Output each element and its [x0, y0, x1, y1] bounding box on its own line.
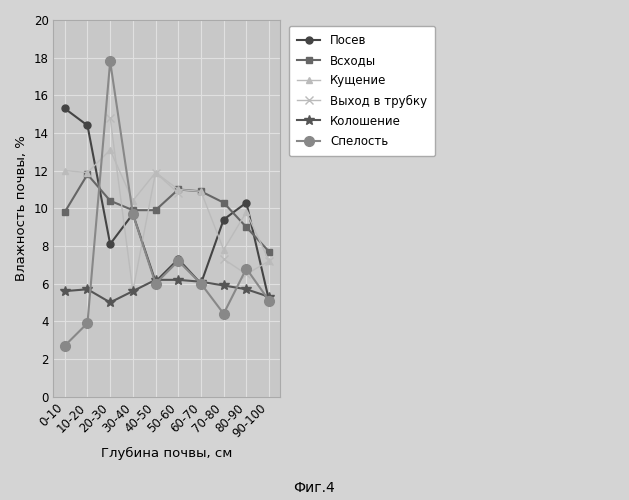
Посев	[106, 241, 114, 247]
Кущение	[220, 246, 228, 252]
Посев	[243, 200, 250, 205]
Y-axis label: Влажность почвы, %: Влажность почвы, %	[15, 136, 28, 281]
Колошение	[197, 278, 204, 284]
Колошение	[129, 288, 136, 294]
Всходы	[197, 188, 204, 194]
Посев	[152, 278, 159, 284]
Line: Кущение: Кущение	[61, 146, 272, 264]
Выход в трубку	[243, 271, 250, 277]
Посев	[174, 256, 182, 262]
Спелость	[197, 280, 204, 286]
Кущение	[265, 258, 273, 264]
Выход в трубку	[129, 288, 136, 294]
Посев	[197, 280, 204, 286]
Всходы	[220, 200, 228, 205]
Посев	[265, 298, 273, 304]
Всходы	[174, 186, 182, 192]
Line: Выход в трубку: Выход в трубку	[106, 114, 273, 296]
Колошение	[243, 286, 250, 292]
Спелость	[243, 266, 250, 272]
Колошение	[84, 286, 91, 292]
Кущение	[61, 168, 69, 173]
Спелость	[220, 310, 228, 316]
Посев	[129, 211, 136, 217]
Кущение	[129, 198, 136, 204]
Спелость	[129, 211, 136, 217]
Спелость	[106, 58, 114, 64]
Всходы	[265, 248, 273, 254]
Колошение	[174, 277, 182, 283]
Line: Спелость: Спелость	[60, 56, 274, 350]
Кущение	[152, 170, 159, 175]
Выход в трубку	[152, 170, 159, 175]
Колошение	[152, 277, 159, 283]
Всходы	[61, 209, 69, 215]
Спелость	[174, 258, 182, 264]
Колошение	[61, 288, 69, 294]
Кущение	[84, 170, 91, 175]
Кущение	[197, 188, 204, 194]
Спелость	[84, 320, 91, 326]
Колошение	[106, 300, 114, 306]
Всходы	[243, 224, 250, 230]
Выход в трубку	[106, 115, 114, 121]
Спелость	[152, 280, 159, 286]
X-axis label: Глубина почвы, см: Глубина почвы, см	[101, 447, 233, 460]
Спелость	[61, 342, 69, 348]
Колошение	[220, 282, 228, 288]
Всходы	[129, 207, 136, 213]
Кущение	[174, 186, 182, 192]
Line: Колошение: Колошение	[60, 275, 274, 308]
Line: Посев: Посев	[61, 105, 272, 304]
Legend: Посев, Всходы, Кущение, Выход в трубку, Колошение, Спелость: Посев, Всходы, Кущение, Выход в трубку, …	[289, 26, 435, 156]
Посев	[61, 106, 69, 112]
Колошение	[265, 294, 273, 300]
Всходы	[84, 172, 91, 177]
Всходы	[152, 207, 159, 213]
Line: Всходы: Всходы	[61, 171, 272, 255]
Посев	[84, 122, 91, 128]
Выход в трубку	[174, 190, 182, 196]
Кущение	[106, 147, 114, 153]
Всходы	[106, 198, 114, 204]
Кущение	[243, 209, 250, 215]
Выход в трубку	[265, 258, 273, 264]
Text: Фиг.4: Фиг.4	[294, 481, 335, 495]
Посев	[220, 216, 228, 222]
Спелость	[265, 298, 273, 304]
Выход в трубку	[220, 256, 228, 262]
